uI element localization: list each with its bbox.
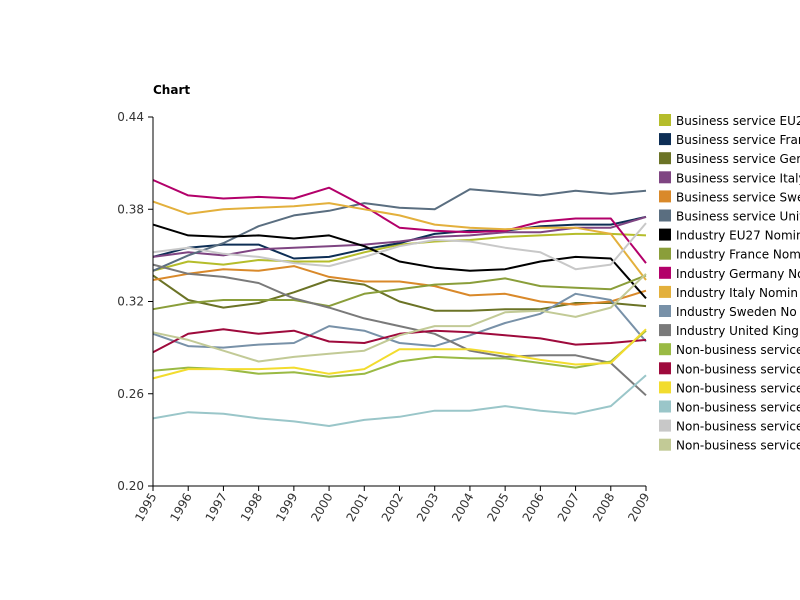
series-line-3 <box>152 215 647 258</box>
x-tick-label: 1999 <box>273 491 300 524</box>
x-tick-label: 1998 <box>238 491 265 524</box>
legend-swatch <box>659 438 671 451</box>
legend-label: Industry United King <box>676 324 799 338</box>
series-line-15 <box>152 374 647 427</box>
legend-swatch <box>659 419 671 432</box>
legend-label: Business service Gerr <box>676 152 800 166</box>
y-tick-label: 0.26 <box>117 387 144 401</box>
x-tick-label: 1996 <box>167 491 194 524</box>
series-line-6 <box>152 223 647 300</box>
legend-swatch <box>659 362 671 375</box>
legend-swatch <box>659 266 671 279</box>
series-line-8 <box>152 179 647 264</box>
legend-label: Business service Fran <box>676 133 800 147</box>
legend-label: Business service Swe <box>676 190 800 204</box>
legend-label: Non-business service <box>676 362 800 376</box>
legend-swatch <box>659 247 671 260</box>
legend-swatch <box>659 190 671 203</box>
series-line-9 <box>152 200 647 281</box>
y-tick-label: 0.32 <box>117 295 144 309</box>
y-tick-label: 0.44 <box>117 110 144 124</box>
series-line-14 <box>152 328 647 380</box>
chart-title: Chart <box>153 83 190 97</box>
plot-series-group <box>152 179 647 427</box>
legend-swatch <box>659 324 671 337</box>
legend-label: Business service Italy <box>676 171 800 185</box>
legend-label: Industry Sweden No <box>676 305 797 319</box>
x-tick-label: 2006 <box>520 491 547 524</box>
x-tick-label: 1997 <box>203 491 230 524</box>
legend-swatch <box>659 133 671 146</box>
x-tick-label: 1995 <box>132 491 159 524</box>
x-tick-label: 2007 <box>555 491 582 524</box>
y-tick-label: 0.38 <box>117 202 144 216</box>
series-line-12 <box>152 329 647 378</box>
series-line-2 <box>152 274 647 312</box>
series-line-13 <box>152 328 647 354</box>
x-tick-label: 2001 <box>343 491 370 524</box>
series-line-0 <box>152 232 647 272</box>
series-line-5 <box>152 188 647 272</box>
y-tick-label: 0.20 <box>117 479 144 493</box>
x-tick-label: 2005 <box>484 490 511 523</box>
legend-swatch <box>659 209 671 222</box>
legend-swatch <box>659 152 671 165</box>
legend-swatch <box>659 343 671 356</box>
legend-label: Industry France Nom <box>676 248 800 262</box>
series-line-1 <box>152 215 647 260</box>
legend-label: Non-business service <box>676 343 800 357</box>
legend-label: Industry Italy Nomin <box>676 286 798 300</box>
legend-label: Non-business service <box>676 381 800 395</box>
x-tick-label: 2008 <box>590 491 617 524</box>
legend-label: Non-business service <box>676 439 800 453</box>
x-tick-label: 2004 <box>449 491 476 524</box>
series-line-10 <box>152 292 647 349</box>
x-tick-label: 2000 <box>308 491 335 524</box>
legend-swatch <box>659 381 671 394</box>
series-line-16 <box>152 222 647 271</box>
legend-label: Industry Germany No <box>676 267 800 281</box>
legend-label: Non-business service <box>676 420 800 434</box>
legend-label: Non-business service <box>676 401 800 415</box>
legend-swatch <box>659 228 671 241</box>
y-axis-ticks: 0.44 0.38 0.32 0.26 0.20 <box>117 110 153 493</box>
x-tick-label: 2002 <box>379 491 406 524</box>
series-line-17 <box>152 273 647 363</box>
legend-label: Industry EU27 Nomin <box>676 229 800 243</box>
legend-label: Business service Unit <box>676 210 800 224</box>
x-axis-ticks: 1995 1996 1997 1998 1999 2000 2001 2002 2003 2004… <box>132 486 653 524</box>
series-line-4 <box>152 265 647 306</box>
legend-swatch <box>659 171 671 184</box>
series-line-11 <box>152 263 647 397</box>
legend-swatch <box>659 285 671 298</box>
legend-label: Business service EU2 <box>676 114 800 128</box>
series-line-7 <box>152 274 647 311</box>
legend-swatch <box>659 305 671 317</box>
legend-swatch <box>659 114 671 126</box>
legend-swatch <box>659 400 671 413</box>
x-tick-label: 2003 <box>414 491 441 524</box>
x-tick-label: 2009 <box>625 491 652 524</box>
legend: Business service EU2 Business service Fra… <box>659 114 800 453</box>
